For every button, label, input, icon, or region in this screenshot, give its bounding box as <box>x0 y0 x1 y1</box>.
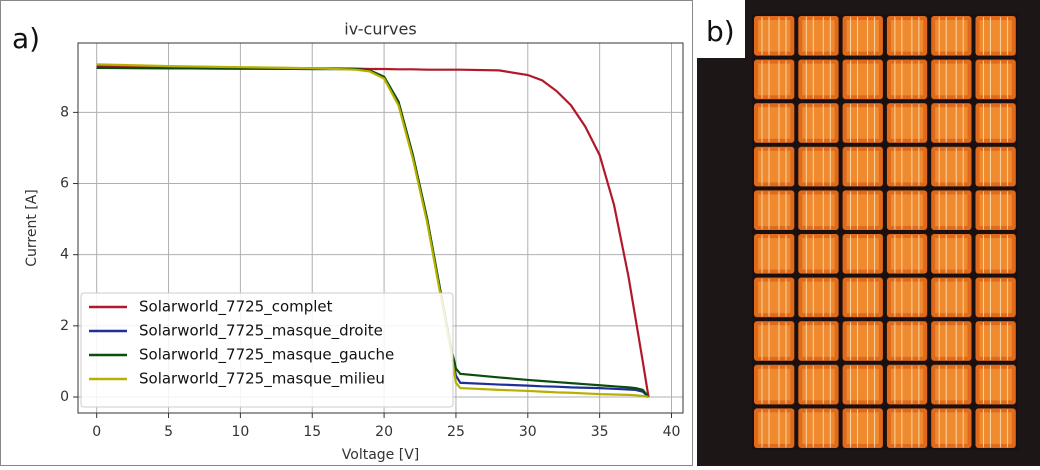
x-tick-label: 25 <box>447 424 465 440</box>
legend-label: Solarworld_7725_masque_gauche <box>139 346 394 365</box>
legend-label: Solarworld_7725_masque_droite <box>139 322 383 341</box>
x-tick-label: 30 <box>519 424 537 440</box>
x-tick-label: 20 <box>375 424 393 440</box>
y-tick-label: 2 <box>60 318 69 334</box>
x-tick-label: 5 <box>164 424 173 440</box>
x-tick-label: 15 <box>303 424 321 440</box>
y-tick-label: 0 <box>60 389 69 405</box>
panel-label-box <box>697 0 745 58</box>
chart-title: iv-curves <box>344 20 416 39</box>
x-tick-label: 10 <box>231 424 249 440</box>
panel-label: a) <box>12 22 40 55</box>
y-tick-label: 8 <box>60 104 69 120</box>
x-tick-label: 35 <box>591 424 609 440</box>
y-axis-label: Current [A] <box>24 189 40 267</box>
y-tick-label: 6 <box>60 176 69 192</box>
el-image-cells <box>752 14 1018 450</box>
plot-frame <box>77 42 684 414</box>
y-tick-label: 4 <box>60 247 69 263</box>
legend-box <box>80 292 454 408</box>
legend-label: Solarworld_7725_masque_milieu <box>139 370 385 389</box>
x-tick-label: 0 <box>92 424 101 440</box>
plot: iv-curves 0 5 10 15 20 25 30 35 40 0 2 4 6 8 Voltage [V… <box>24 20 684 463</box>
series-line <box>96 63 649 399</box>
panel-label: b) <box>706 15 735 48</box>
legend-label: Solarworld_7725_complet <box>139 298 333 317</box>
x-tick-label: 40 <box>663 424 681 440</box>
x-axis-label: Voltage [V] <box>342 447 419 463</box>
